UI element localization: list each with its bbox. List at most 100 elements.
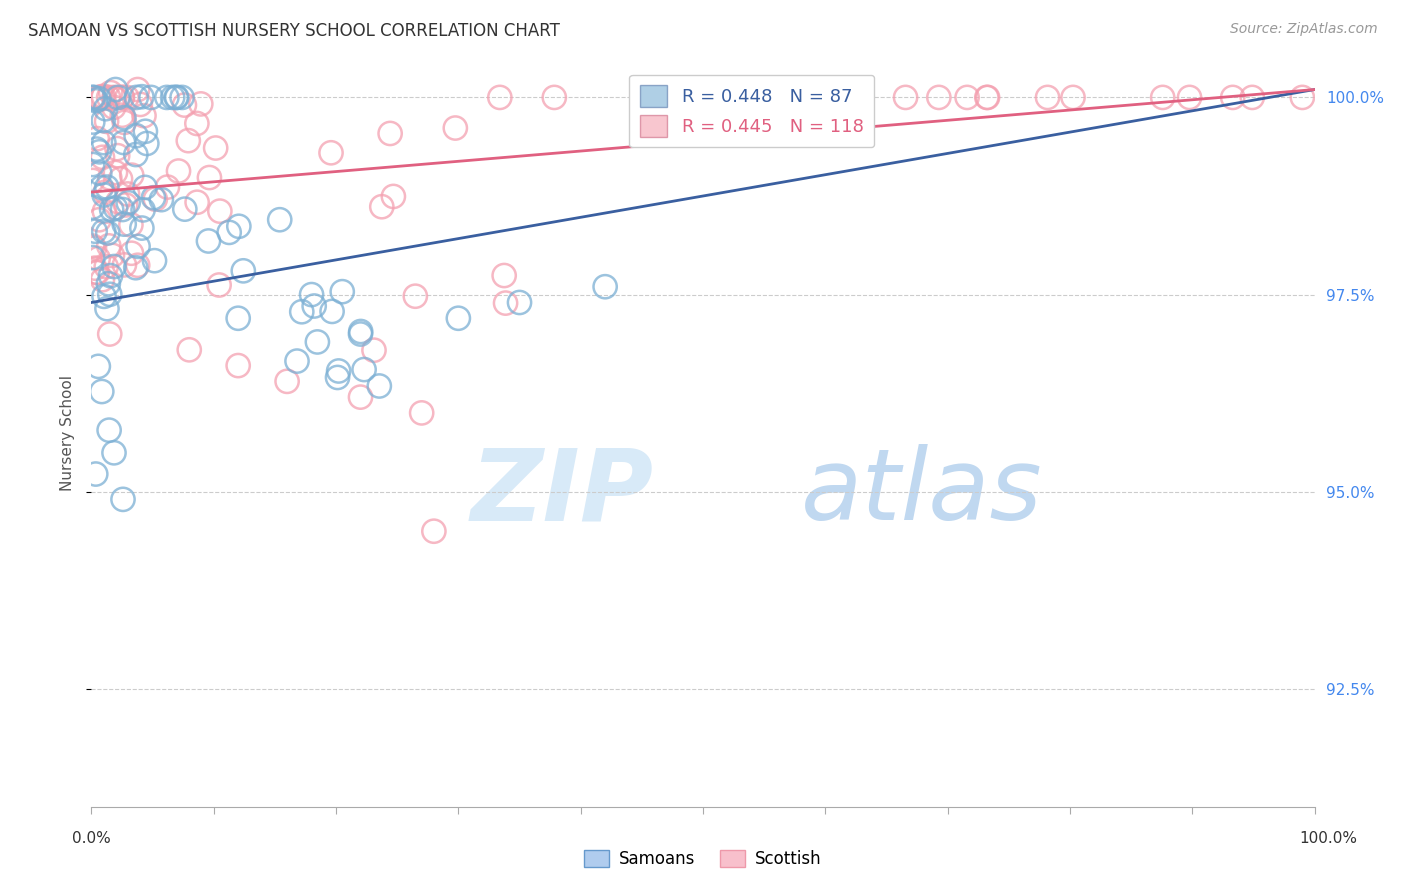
Point <box>96 114 118 128</box>
Point <box>166 90 188 104</box>
Point <box>96 301 118 316</box>
Point <box>150 193 173 207</box>
Point <box>121 246 143 260</box>
Point <box>125 147 148 161</box>
Point <box>173 98 195 112</box>
Point <box>1222 90 1244 104</box>
Point <box>139 90 162 104</box>
Point <box>142 191 165 205</box>
Point <box>111 90 134 104</box>
Point <box>349 390 371 404</box>
Point <box>89 145 111 159</box>
Point <box>93 136 115 150</box>
Point <box>291 304 314 318</box>
Point <box>654 90 676 104</box>
Point <box>86 265 108 279</box>
Point <box>94 186 117 200</box>
Legend: R = 0.448   N = 87, R = 0.445   N = 118: R = 0.448 N = 87, R = 0.445 N = 118 <box>630 75 875 147</box>
Point <box>349 326 371 341</box>
Point <box>93 204 115 219</box>
Point <box>104 82 127 96</box>
Point <box>82 157 104 171</box>
Point <box>86 266 108 280</box>
Point <box>89 166 111 180</box>
Point <box>404 289 426 303</box>
Point <box>928 90 950 104</box>
Point <box>100 86 122 100</box>
Text: SAMOAN VS SCOTTISH NURSERY SCHOOL CORRELATION CHART: SAMOAN VS SCOTTISH NURSERY SCHOOL CORREL… <box>28 22 560 40</box>
Point <box>423 524 446 539</box>
Point <box>107 90 129 104</box>
Point <box>112 258 135 272</box>
Point <box>87 359 110 374</box>
Point <box>127 239 149 253</box>
Point <box>131 89 153 103</box>
Point <box>173 202 195 216</box>
Point <box>593 279 616 293</box>
Point <box>112 111 135 125</box>
Point <box>98 170 121 185</box>
Point <box>93 89 115 103</box>
Point <box>1291 90 1313 104</box>
Point <box>198 170 221 185</box>
Point <box>165 90 187 104</box>
Point <box>302 299 325 313</box>
Point <box>89 212 111 227</box>
Point <box>120 218 142 232</box>
Point <box>543 90 565 104</box>
Point <box>117 195 139 210</box>
Point <box>1062 90 1084 104</box>
Point <box>269 212 291 227</box>
Text: 0.0%: 0.0% <box>72 831 111 846</box>
Point <box>111 492 134 507</box>
Point <box>363 343 385 358</box>
Point <box>444 121 467 136</box>
Point <box>127 82 149 96</box>
Point <box>84 224 107 238</box>
Point <box>301 287 323 301</box>
Point <box>204 141 226 155</box>
Point <box>350 325 373 339</box>
Point <box>228 219 250 234</box>
Point <box>104 91 127 105</box>
Point <box>82 239 104 253</box>
Text: ZIP: ZIP <box>471 444 654 541</box>
Point <box>93 188 115 202</box>
Point <box>91 273 114 287</box>
Point <box>285 354 308 368</box>
Point <box>103 446 125 460</box>
Y-axis label: Nursery School: Nursery School <box>60 375 76 491</box>
Point <box>121 168 143 182</box>
Point <box>112 217 135 231</box>
Point <box>115 90 138 104</box>
Point <box>328 364 350 378</box>
Point <box>100 202 122 217</box>
Point <box>319 145 342 160</box>
Point <box>110 172 132 186</box>
Point <box>1152 90 1174 104</box>
Point <box>132 202 155 217</box>
Point <box>226 359 249 373</box>
Point <box>112 136 135 150</box>
Point <box>112 115 135 129</box>
Point <box>103 260 125 274</box>
Point <box>111 108 134 122</box>
Point <box>82 251 104 265</box>
Point <box>114 198 136 212</box>
Point <box>87 252 110 266</box>
Point <box>179 343 201 357</box>
Point <box>1036 90 1059 104</box>
Point <box>82 90 104 104</box>
Point <box>83 241 105 255</box>
Point <box>778 90 800 104</box>
Point <box>167 164 190 178</box>
Point <box>104 165 127 179</box>
Point <box>134 180 156 194</box>
Point <box>956 90 979 104</box>
Text: Source: ZipAtlas.com: Source: ZipAtlas.com <box>1230 22 1378 37</box>
Point <box>84 261 107 276</box>
Point <box>197 234 219 248</box>
Point <box>132 109 155 123</box>
Text: atlas: atlas <box>801 444 1042 541</box>
Point <box>170 90 193 104</box>
